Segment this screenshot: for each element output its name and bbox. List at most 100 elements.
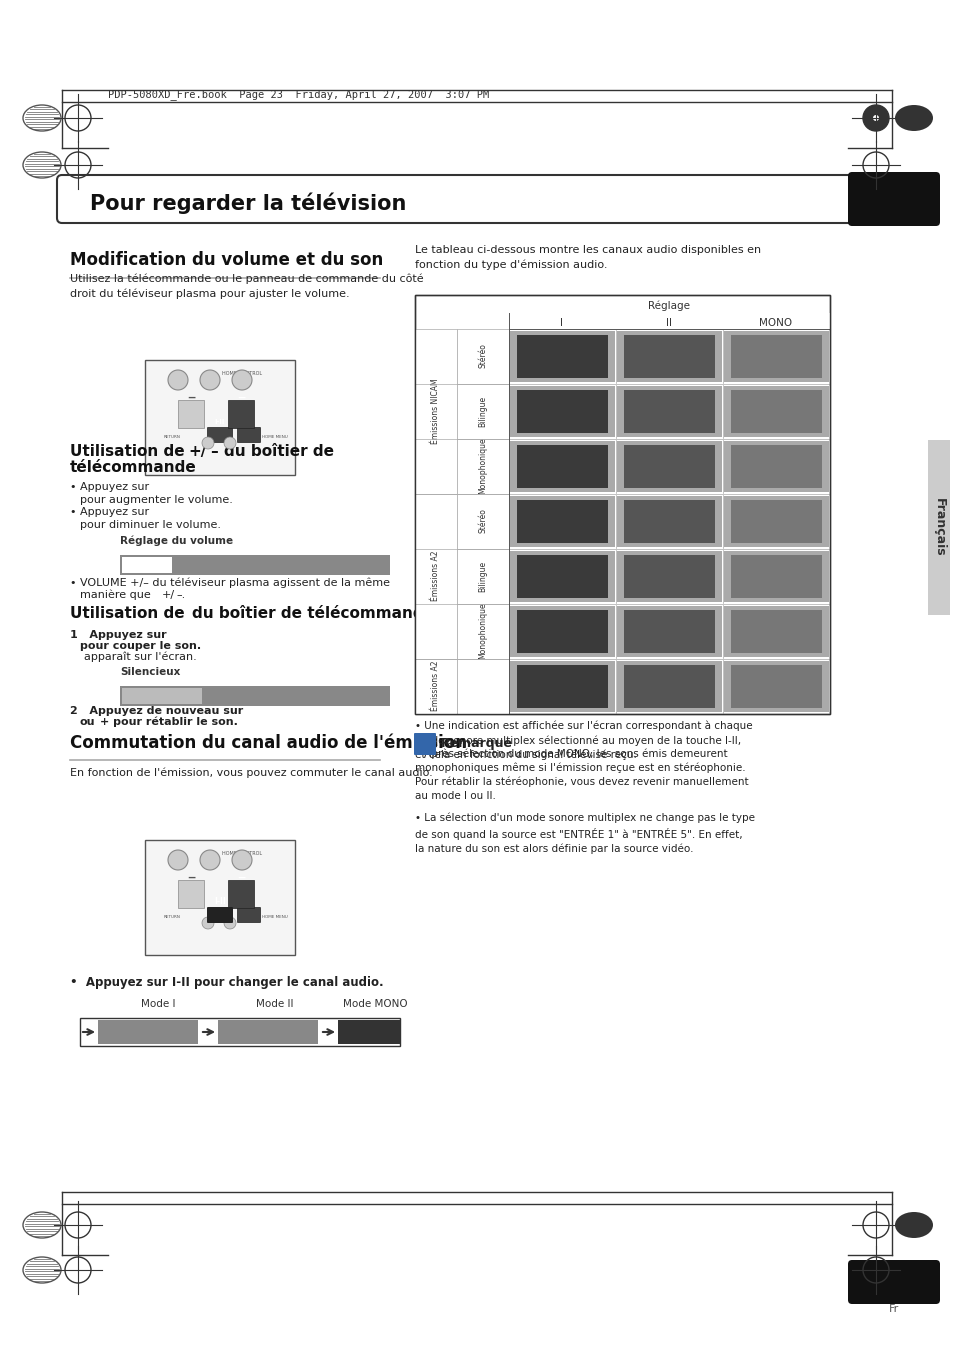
Bar: [510, 331, 615, 382]
Text: 3: 3: [558, 446, 564, 455]
Text: STÉRÉO NICAM: STÉRÉO NICAM: [536, 358, 588, 365]
Text: 10:00: 10:00: [551, 370, 572, 376]
Text: NICAM I: NICAM I: [548, 413, 575, 420]
Text: 10:00: 10:00: [765, 700, 785, 705]
Text: pour couper le son.: pour couper le son.: [80, 640, 201, 651]
FancyBboxPatch shape: [207, 427, 233, 443]
Bar: [723, 440, 828, 492]
Text: 10:00: 10:00: [765, 589, 785, 596]
Text: GGG: GGG: [766, 678, 783, 684]
Text: GGG: GGG: [659, 678, 677, 684]
FancyBboxPatch shape: [414, 734, 436, 755]
Text: Utilisation de: Utilisation de: [70, 607, 185, 621]
Text: i: i: [422, 738, 427, 751]
Text: II: II: [263, 1025, 273, 1039]
Bar: [623, 390, 714, 434]
Text: HOME CONTROL: HOME CONTROL: [222, 851, 262, 857]
Bar: [415, 295, 829, 713]
Text: HOME CONTROL: HOME CONTROL: [222, 372, 262, 376]
Text: 2: 2: [666, 390, 671, 400]
Circle shape: [224, 436, 235, 449]
Text: Utilisez la télécommande ou le panneau de commande du côté
droit du téléviseur p: Utilisez la télécommande ou le panneau d…: [70, 274, 423, 299]
Text: 4: 4: [773, 501, 778, 509]
Text: I-II: I-II: [213, 897, 226, 907]
Bar: [723, 607, 828, 657]
Bar: [122, 688, 202, 704]
Bar: [927, 440, 949, 615]
Bar: [415, 494, 456, 659]
Text: MONO: MONO: [764, 413, 786, 420]
Circle shape: [200, 370, 220, 390]
Text: +/: +/: [188, 444, 206, 459]
Text: 4: 4: [666, 501, 671, 509]
Bar: [415, 295, 829, 713]
Text: +: +: [233, 886, 248, 904]
Bar: [178, 880, 204, 908]
Bar: [98, 1020, 198, 1044]
Text: 10:00: 10:00: [765, 370, 785, 376]
Text: 1: 1: [666, 336, 671, 345]
Text: –: –: [187, 388, 195, 407]
Text: 28: 28: [370, 690, 385, 704]
Text: 10:00: 10:00: [765, 480, 785, 485]
Bar: [617, 661, 721, 712]
Text: CCC: CCC: [660, 458, 676, 465]
Bar: [510, 661, 615, 712]
Text: 10:00: 10:00: [659, 480, 679, 485]
Text: pour augmenter le volume.: pour augmenter le volume.: [80, 494, 233, 505]
Bar: [120, 555, 390, 576]
Text: Pour regarder la télévision: Pour regarder la télévision: [90, 192, 406, 213]
Text: 1   Appuyez sur: 1 Appuyez sur: [70, 630, 167, 640]
Text: 10:00: 10:00: [659, 535, 679, 540]
Text: STÉRÉO NICAM: STÉRÉO NICAM: [642, 358, 695, 365]
Bar: [730, 665, 821, 708]
Bar: [623, 444, 714, 488]
Text: BBB: BBB: [767, 403, 783, 409]
Text: •  Appuyez sur I-II pour changer le canal audio.: • Appuyez sur I-II pour changer le canal…: [70, 975, 383, 989]
Text: Mode II: Mode II: [256, 998, 294, 1009]
Text: Monophonique: Monophonique: [478, 438, 487, 494]
Text: Émissions A2: Émissions A2: [431, 661, 440, 711]
Bar: [178, 400, 204, 428]
Text: • Après sélection du mode MONO, les sons émis demeurent
monophoniques même si l': • Après sélection du mode MONO, les sons…: [415, 748, 748, 801]
Text: • Une indication est affichée sur l'écran correspondant à chaque
mode sonore mul: • Une indication est affichée sur l'écra…: [415, 721, 752, 761]
Text: 5: 5: [773, 555, 778, 565]
Text: FFF: FFF: [661, 623, 676, 630]
Bar: [228, 880, 253, 908]
Circle shape: [168, 370, 188, 390]
Bar: [120, 686, 390, 707]
Text: DDD: DDD: [766, 513, 783, 519]
Bar: [456, 659, 509, 713]
Circle shape: [202, 917, 213, 929]
Text: FFF: FFF: [555, 623, 569, 630]
Text: 7: 7: [773, 666, 778, 676]
Bar: [617, 440, 721, 492]
Text: 1: 1: [773, 336, 778, 345]
Bar: [145, 359, 294, 476]
Bar: [337, 1020, 399, 1044]
Text: PDP-5080XD_Fre.book  Page 23  Friday, April 27, 2007  3:07 PM: PDP-5080XD_Fre.book Page 23 Friday, Apri…: [108, 89, 489, 100]
Text: STÉRÉO: STÉRÉO: [548, 689, 576, 696]
Text: Remarque: Remarque: [440, 736, 513, 750]
Bar: [80, 1019, 399, 1046]
Text: CCC: CCC: [767, 458, 782, 465]
Text: DOUBLE I: DOUBLE I: [545, 578, 578, 585]
Bar: [617, 607, 721, 657]
FancyBboxPatch shape: [847, 1260, 939, 1304]
Text: télécommande: télécommande: [70, 459, 196, 476]
Text: 6: 6: [558, 611, 564, 620]
Text: 6: 6: [773, 611, 778, 620]
Text: Fr: Fr: [888, 1304, 898, 1315]
Text: – du boîtier de: – du boîtier de: [211, 444, 334, 459]
Text: MONO: MONO: [759, 317, 792, 328]
Bar: [723, 331, 828, 382]
Text: I-II: I-II: [214, 419, 225, 426]
Bar: [722, 313, 829, 330]
Text: manière que: manière que: [80, 589, 151, 600]
Bar: [456, 330, 509, 384]
Text: Mode MONO: Mode MONO: [342, 998, 407, 1009]
Bar: [623, 335, 714, 378]
Bar: [723, 496, 828, 547]
Text: Commutation du canal audio de l'émission: Commutation du canal audio de l'émission: [70, 734, 467, 753]
Text: STÉRÉO: STÉRÉO: [655, 689, 682, 696]
